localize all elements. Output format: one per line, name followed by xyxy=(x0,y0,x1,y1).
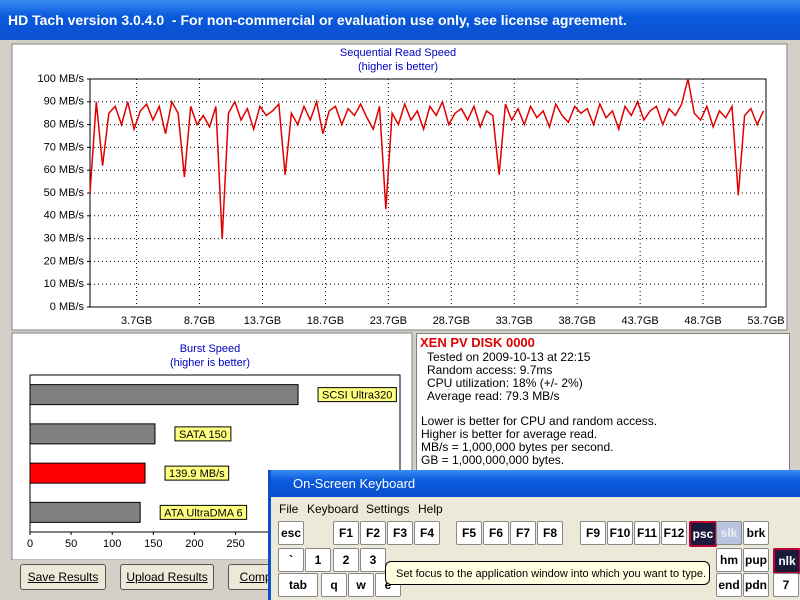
bar-label-box xyxy=(164,465,230,481)
key[interactable]: F7 xyxy=(510,521,536,545)
key[interactable]: psc xyxy=(689,521,717,547)
info-line: Tested on 2009-10-13 at 22:15 xyxy=(427,350,591,364)
key[interactable]: nlk xyxy=(773,548,800,574)
key[interactable]: 2 xyxy=(333,548,359,572)
y-tick-label: 50 MB/s xyxy=(44,187,85,199)
chart-title: Burst Speed xyxy=(180,343,241,355)
y-tick-label: 80 MB/s xyxy=(44,119,85,131)
button[interactable]: Upload Results xyxy=(120,564,214,590)
key[interactable]: ` xyxy=(278,548,304,572)
key[interactable]: F11 xyxy=(634,521,660,545)
key[interactable]: F4 xyxy=(414,521,440,545)
x-tick-label: 18.7GB xyxy=(307,315,344,327)
key[interactable]: tab xyxy=(278,573,318,597)
window-title: HD Tach version 3.0.4.0 - For non-commer… xyxy=(8,12,627,28)
key[interactable]: pdn xyxy=(743,573,769,597)
info-title: XEN PV DISK 0000 xyxy=(420,335,535,350)
key[interactable]: slk xyxy=(716,521,742,545)
info-line: Average read: 79.3 MB/s xyxy=(427,389,560,403)
charts: Sequential Read Speed (higher is better)… xyxy=(11,43,788,560)
x-tick-label: 250 xyxy=(226,538,244,550)
read-line xyxy=(89,78,765,239)
key[interactable]: brk xyxy=(743,521,769,545)
y-tick-label: 60 MB/s xyxy=(44,164,85,176)
info-note: Lower is better for CPU and random acces… xyxy=(421,414,658,428)
x-tick-label: 100 xyxy=(103,538,121,550)
key[interactable]: F12 xyxy=(661,521,687,545)
y-tick-label: 90 MB/s xyxy=(44,96,85,108)
x-tick-label: 53.7GB xyxy=(747,315,784,327)
info-note: MB/s = 1,000,000 bytes per second. xyxy=(421,440,614,454)
key[interactable]: w xyxy=(348,573,374,597)
key[interactable]: F3 xyxy=(387,521,413,545)
menu-item[interactable]: File xyxy=(279,502,299,516)
bar-label: 139.9 MB/s xyxy=(169,468,225,480)
bar-label: SCSI Ultra320 xyxy=(322,390,392,402)
x-tick-label: 8.7GB xyxy=(184,315,215,327)
x-tick-label: 50 xyxy=(65,538,77,550)
title-bar: HD Tach version 3.0.4.0 - For non-commer… xyxy=(0,0,800,40)
bar-label-box xyxy=(174,426,232,442)
x-tick-label: 33.7GB xyxy=(496,315,533,327)
key[interactable]: end xyxy=(716,573,742,597)
info-note: GB = 1,000,000,000 bytes. xyxy=(421,453,565,467)
key[interactable]: pup xyxy=(743,548,769,572)
y-tick-label: 30 MB/s xyxy=(44,233,85,245)
key[interactable]: F6 xyxy=(483,521,509,545)
key[interactable]: 7 xyxy=(773,573,799,597)
button[interactable]: Save Results xyxy=(20,564,106,590)
x-tick-label: 28.7GB xyxy=(433,315,470,327)
bar-label-box xyxy=(317,387,397,403)
bar xyxy=(29,462,146,484)
x-tick-label: 23.7GB xyxy=(370,315,407,327)
chart-subtitle: (higher is better) xyxy=(170,357,250,369)
tooltip: Set focus to the application window into… xyxy=(385,561,710,585)
keyboard-title-bar: On-Screen Keyboard xyxy=(271,470,800,497)
y-tick-label: 40 MB/s xyxy=(44,210,85,222)
bar-label-box xyxy=(159,504,248,520)
x-tick-label: 48.7GB xyxy=(684,315,721,327)
x-tick-label: 38.7GB xyxy=(559,315,596,327)
info-note: Higher is better for average read. xyxy=(421,427,598,441)
menu-item[interactable]: Settings xyxy=(366,502,410,516)
menu-item[interactable]: Keyboard xyxy=(307,502,359,516)
y-tick-label: 70 MB/s xyxy=(44,141,85,153)
y-tick-label: 100 MB/s xyxy=(38,73,85,85)
keyboard-window: On-Screen Keyboard File Keyboard Settings H… xyxy=(268,470,800,600)
bar xyxy=(29,384,299,406)
x-tick-label: 3.7GB xyxy=(121,315,152,327)
key[interactable]: F10 xyxy=(607,521,633,545)
x-tick-label: 43.7GB xyxy=(621,315,658,327)
bar-label: ATA UltraDMA 6 xyxy=(164,507,242,519)
key[interactable]: 1 xyxy=(305,548,331,572)
x-tick-label: 200 xyxy=(185,538,203,550)
key[interactable]: q xyxy=(321,573,347,597)
y-tick-label: 0 MB/s xyxy=(50,301,85,313)
bar-label: SATA 150 xyxy=(179,429,227,441)
menu-item[interactable]: Help xyxy=(418,502,443,516)
info-line: CPU utilization: 18% (+/- 2%) xyxy=(427,376,583,390)
x-tick-label: 13.7GB xyxy=(244,315,281,327)
key[interactable]: F9 xyxy=(580,521,606,545)
x-tick-label: 150 xyxy=(144,538,162,550)
key[interactable]: esc xyxy=(278,521,304,545)
key[interactable]: F2 xyxy=(360,521,386,545)
info-line: Random access: 9.7ms xyxy=(427,363,553,377)
chart-title: Sequential Read Speed xyxy=(340,47,456,59)
chart-subtitle: (higher is better) xyxy=(358,61,438,73)
y-tick-label: 20 MB/s xyxy=(44,255,85,267)
key[interactable]: hm xyxy=(716,548,742,572)
bar xyxy=(29,501,141,523)
key[interactable]: F8 xyxy=(537,521,563,545)
x-tick-label: 0 xyxy=(27,538,33,550)
y-tick-label: 10 MB/s xyxy=(44,278,85,290)
bar xyxy=(29,423,156,445)
key[interactable]: F5 xyxy=(456,521,482,545)
read-panel xyxy=(11,43,788,331)
key[interactable]: F1 xyxy=(333,521,359,545)
keyboard-title: On-Screen Keyboard xyxy=(293,476,416,491)
key[interactable]: 3 xyxy=(360,548,386,572)
info-panel: XEN PV DISK 0000 Tested on 2009-10-13 at … xyxy=(416,333,790,471)
